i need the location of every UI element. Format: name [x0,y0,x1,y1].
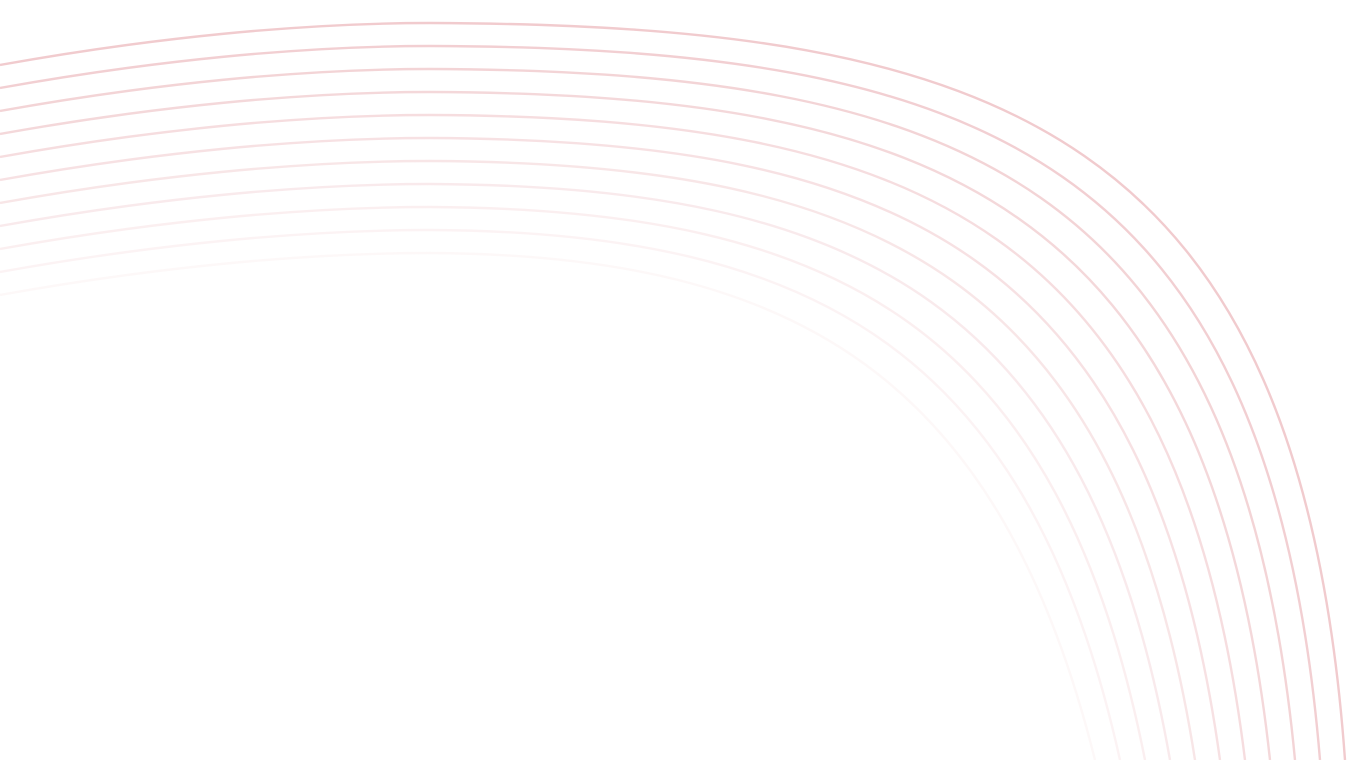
curve-line [0,21,1347,760]
curve-line [0,44,1322,760]
curve-line [0,205,1147,760]
curve-line [0,182,1172,760]
curve-line [0,90,1272,760]
curve-line [0,113,1247,760]
curve-line [0,136,1222,760]
curve-line [0,251,1097,760]
curve-line [0,228,1122,760]
curve-line [0,67,1297,760]
curve-line [0,159,1197,760]
